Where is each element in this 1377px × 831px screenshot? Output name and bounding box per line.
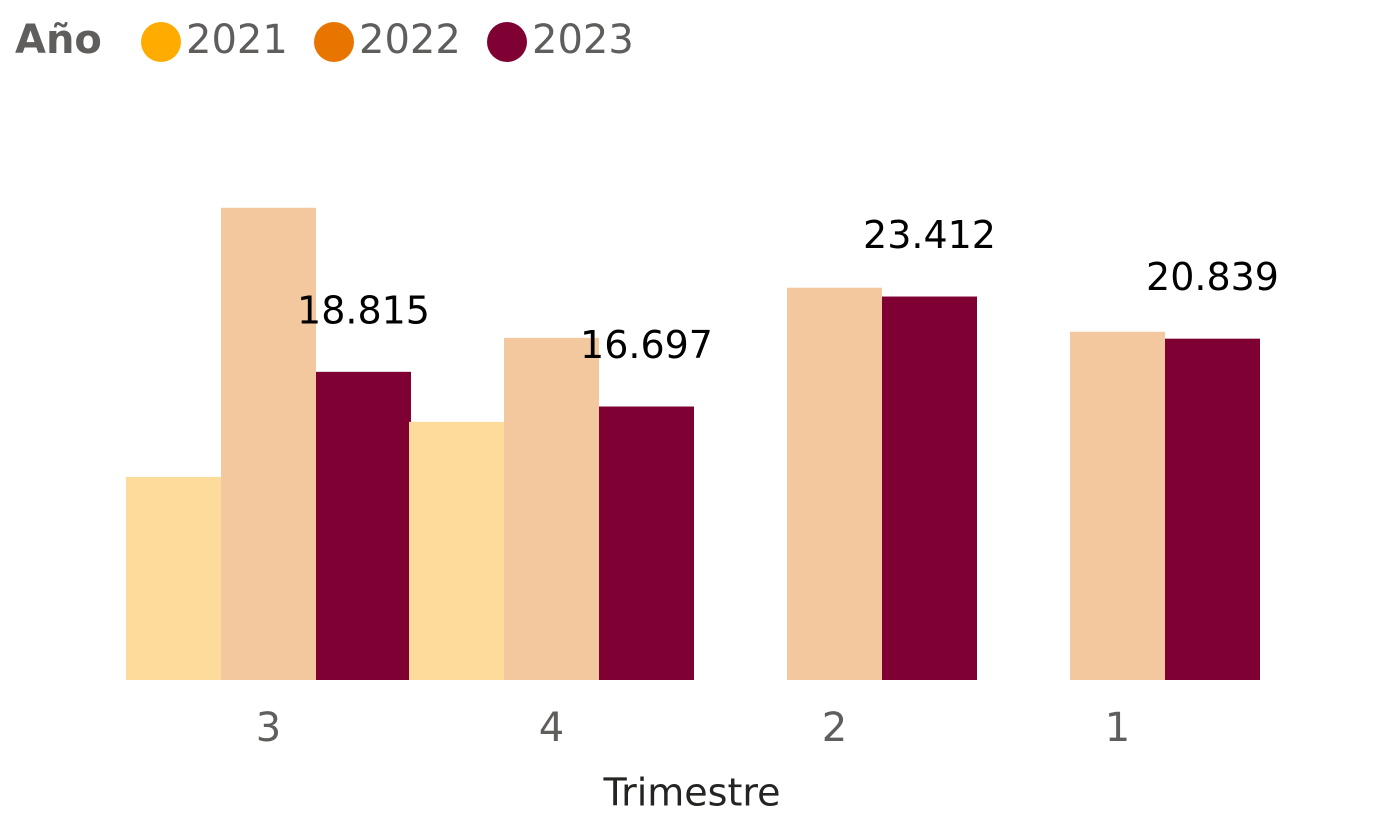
bar bbox=[599, 406, 694, 680]
bar bbox=[787, 287, 882, 680]
data-label: 20.839 bbox=[1146, 255, 1279, 299]
bar bbox=[409, 421, 504, 680]
bar bbox=[882, 296, 977, 680]
legend-swatch bbox=[487, 22, 527, 62]
bar bbox=[1165, 338, 1260, 680]
legend-swatch bbox=[314, 22, 354, 62]
legend-title: Año bbox=[15, 17, 102, 63]
legend-label: 2021 bbox=[186, 17, 288, 63]
bar bbox=[221, 207, 316, 680]
x-axis-label: Trimestre bbox=[602, 771, 780, 815]
x-tick-label: 1 bbox=[1105, 705, 1130, 751]
bar bbox=[316, 371, 411, 680]
bar bbox=[126, 476, 221, 680]
x-tick-label: 3 bbox=[256, 705, 281, 751]
bar bbox=[504, 337, 599, 680]
data-label: 18.815 bbox=[297, 288, 430, 332]
x-tick-label: 2 bbox=[822, 705, 847, 751]
legend-label: 2023 bbox=[532, 17, 634, 63]
legend-label: 2022 bbox=[359, 17, 461, 63]
x-tick-label: 4 bbox=[539, 705, 564, 751]
data-label: 23.412 bbox=[863, 213, 996, 257]
bar bbox=[1070, 331, 1165, 680]
legend-swatch bbox=[141, 22, 181, 62]
data-label: 16.697 bbox=[580, 323, 713, 367]
